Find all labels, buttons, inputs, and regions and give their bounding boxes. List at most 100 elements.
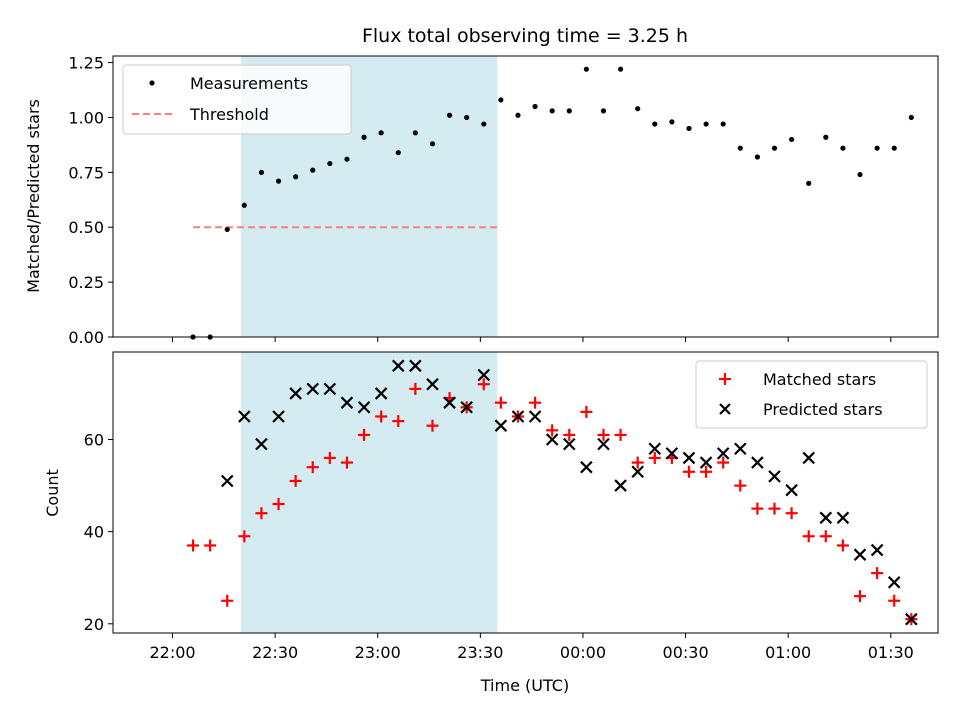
predicted-star-point [751, 456, 764, 469]
top-panel: 0.00 0.25 0.50 0.75 1.00 1.25 Matched/Predict… [24, 54, 939, 347]
legend-marker-predicted [719, 403, 731, 415]
matched-star-point [631, 456, 644, 469]
measurement-point [412, 130, 418, 136]
measurement-point [737, 145, 743, 151]
y-tick-label: 0.00 [68, 328, 104, 347]
predicted-star-point [460, 401, 473, 414]
y-tick-label: 0.75 [68, 163, 104, 182]
predicted-star-point [391, 359, 405, 373]
y-tick-label: 0.50 [68, 218, 104, 237]
legend-label-matched: Matched stars [763, 370, 876, 389]
x-tick-label: 01:30 [868, 643, 914, 662]
measurement-point [361, 134, 367, 140]
matched-star-point [409, 382, 422, 395]
predicted-star-point [255, 437, 268, 451]
predicted-star-point [768, 470, 781, 483]
predicted-star-point [306, 382, 320, 396]
legend-label-predicted: Predicted stars [763, 400, 883, 419]
matched-star-point [717, 456, 730, 469]
predicted-star-point [631, 465, 644, 479]
matched-star-point [204, 539, 217, 552]
matched-star-point [426, 419, 439, 432]
matched-star-point [614, 428, 627, 441]
measurement-point [617, 66, 624, 72]
measurement-point [857, 171, 863, 178]
measurement-point [429, 141, 436, 147]
measurement-point [327, 160, 333, 167]
matched-star-point [888, 594, 901, 607]
top-x-ticks [172, 337, 892, 342]
matched-star-point [597, 428, 610, 441]
x-tick-label: 23:00 [355, 643, 401, 662]
measurement-point [840, 145, 846, 151]
predicted-star-point [887, 576, 901, 589]
matched-star-point [238, 530, 251, 543]
matched-star-point [477, 378, 490, 391]
predicted-star-point [545, 433, 559, 446]
y-tick-label: 1.25 [68, 54, 104, 73]
measurement-point [241, 202, 247, 208]
predicted-star-point [734, 442, 747, 456]
measurement-point [344, 156, 350, 162]
bottom-axes-frame [112, 351, 939, 634]
x-tick-label: 01:00 [765, 643, 811, 662]
measurement-point [583, 66, 589, 72]
matched-star-point [682, 465, 695, 478]
measurement-point [258, 169, 265, 175]
measurement-point [908, 114, 914, 121]
predicted-star-point [238, 410, 251, 423]
matched-star-point [289, 474, 302, 487]
predicted-star-point [220, 474, 234, 488]
matched-star-point [802, 530, 815, 543]
predicted-star-point [443, 396, 456, 409]
matched-star-point [785, 507, 798, 520]
predicted-star-point [836, 511, 850, 525]
measurement-point [310, 167, 316, 173]
predicted-star-point [870, 543, 884, 557]
matched-star-point [323, 451, 336, 464]
y-tick-label: 0.25 [68, 273, 104, 292]
predicted-star-point [511, 410, 525, 423]
matched-star-point [854, 590, 867, 603]
matched-star-point [871, 567, 884, 580]
y-tick-label: 20 [84, 615, 104, 634]
measurement-point [789, 136, 795, 143]
predicted-star-point [528, 410, 542, 423]
predicted-star-point [409, 359, 422, 373]
y-tick-label: 40 [84, 523, 104, 542]
predicted-star-point [699, 456, 713, 469]
top-legend-box [122, 64, 352, 135]
measurement-point [275, 178, 282, 184]
predicted-star-point [614, 479, 627, 492]
predicted-star-point [853, 548, 867, 561]
matched-star-point [734, 479, 747, 492]
matched-star-point [375, 410, 388, 423]
predicted-star-point [785, 483, 798, 497]
matched-star-point [546, 424, 559, 437]
legend-label-measurements: Measurements [190, 74, 308, 93]
matched-star-point [648, 451, 661, 464]
y-tick-label: 1.00 [68, 108, 104, 127]
matched-star-point [340, 456, 353, 469]
bottom-observing-span [240, 352, 498, 633]
matched-star-point [221, 594, 234, 607]
top-legend: Measurements Threshold [122, 64, 352, 135]
matched-star-point [392, 415, 405, 428]
measurement-point [720, 121, 726, 127]
x-tick-label: 22:00 [149, 643, 195, 662]
matched-star-point [187, 539, 200, 552]
predicted-star-point [272, 410, 285, 423]
matched-star-point [563, 428, 576, 441]
measurement-point [464, 114, 470, 121]
predicted-star-point [374, 387, 388, 400]
x-tick-label: 00:30 [663, 643, 709, 662]
x-tick-label: 00:00 [560, 643, 606, 662]
top-y-axis-label: Matched/Predicted stars [24, 99, 43, 293]
matched-star-point [272, 498, 285, 511]
bottom-y-axis-label: Count [43, 469, 62, 517]
bottom-legend-box [695, 360, 928, 429]
y-tick-label: 60 [84, 431, 104, 450]
predicted-star-point [357, 401, 371, 414]
legend-marker-matched [719, 373, 731, 385]
bottom-panel: 20 40 60 22:00 22:30 23:00 23:30 00:00 00:30 01:… [43, 351, 939, 695]
